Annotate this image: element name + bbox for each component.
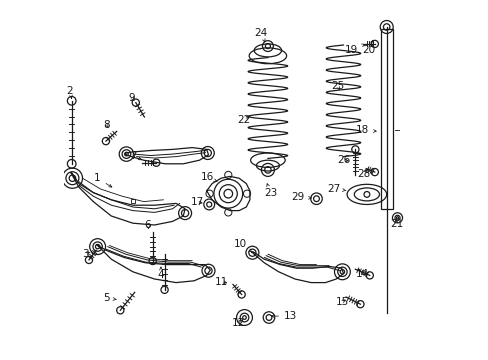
Text: 29: 29: [290, 192, 311, 202]
Text: 17: 17: [190, 197, 203, 207]
Text: 13: 13: [271, 311, 297, 321]
Text: 9: 9: [129, 93, 135, 103]
Text: 16: 16: [201, 172, 217, 182]
Text: 7: 7: [130, 150, 141, 161]
Text: 18: 18: [355, 125, 375, 135]
Text: 22: 22: [237, 114, 250, 125]
Text: 15: 15: [335, 297, 348, 307]
Text: 10: 10: [233, 239, 251, 252]
Text: 8: 8: [103, 120, 110, 130]
Text: 26: 26: [336, 155, 349, 165]
Text: 21: 21: [389, 219, 402, 229]
Text: 1: 1: [94, 173, 112, 187]
Text: 14: 14: [355, 269, 368, 279]
Text: 24: 24: [254, 28, 267, 42]
Text: 2: 2: [66, 86, 73, 99]
Text: 12: 12: [231, 318, 244, 328]
Text: 20: 20: [362, 40, 374, 55]
Text: 5: 5: [103, 293, 116, 303]
Text: 27: 27: [326, 184, 345, 194]
Text: 6: 6: [144, 220, 151, 230]
Text: 19: 19: [345, 44, 364, 55]
Text: 11: 11: [214, 276, 227, 287]
Text: 3: 3: [82, 249, 89, 259]
Text: 25: 25: [330, 81, 343, 91]
Text: 28: 28: [357, 168, 370, 179]
Text: 4: 4: [157, 267, 164, 280]
Text: 23: 23: [263, 184, 277, 198]
